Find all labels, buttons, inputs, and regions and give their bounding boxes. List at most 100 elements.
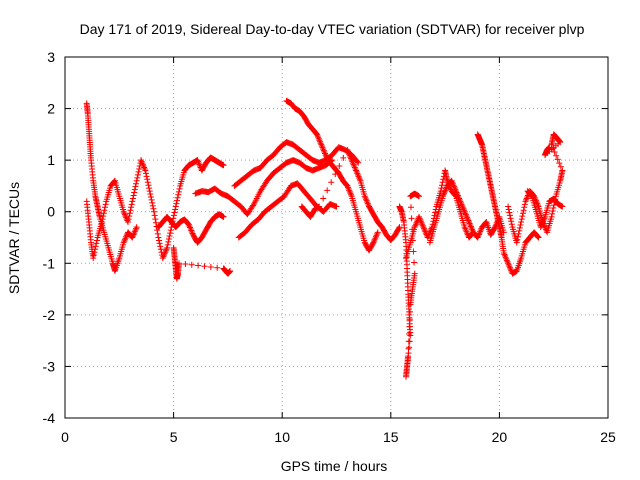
data-point bbox=[317, 138, 324, 145]
data-point bbox=[461, 207, 468, 214]
data-point bbox=[220, 162, 227, 169]
data-point bbox=[443, 185, 450, 192]
data-point bbox=[521, 204, 528, 211]
data-point bbox=[214, 264, 221, 271]
data-point bbox=[125, 216, 132, 223]
data-point bbox=[439, 193, 446, 200]
series-track-c bbox=[155, 211, 227, 246]
data-point bbox=[521, 201, 528, 208]
data-point bbox=[515, 233, 522, 240]
data-point bbox=[503, 255, 510, 262]
x-tick-label: 5 bbox=[170, 429, 178, 445]
data-point bbox=[541, 215, 548, 222]
series-track-d bbox=[170, 244, 234, 282]
data-point bbox=[520, 207, 527, 214]
data-point bbox=[442, 187, 449, 194]
data-point bbox=[129, 198, 136, 205]
data-point bbox=[551, 202, 558, 209]
data-point bbox=[454, 192, 461, 199]
data-point bbox=[528, 192, 535, 199]
data-point bbox=[156, 240, 163, 247]
data-point bbox=[316, 137, 323, 144]
data-point bbox=[134, 171, 141, 178]
data-point bbox=[161, 250, 168, 257]
data-point bbox=[514, 236, 521, 243]
data-point bbox=[139, 161, 146, 168]
data-point bbox=[438, 185, 445, 192]
data-point bbox=[364, 199, 371, 206]
data-point bbox=[136, 165, 143, 172]
data-point bbox=[149, 202, 156, 209]
data-point bbox=[142, 167, 149, 174]
data-point bbox=[133, 224, 140, 231]
data-point bbox=[461, 224, 468, 231]
data-point bbox=[207, 263, 214, 270]
data-point bbox=[508, 218, 515, 225]
data-point bbox=[123, 233, 130, 240]
data-point bbox=[196, 161, 203, 168]
data-point bbox=[173, 200, 180, 207]
data-point bbox=[128, 201, 135, 208]
data-point bbox=[350, 161, 357, 168]
data-point bbox=[176, 260, 183, 267]
data-point bbox=[93, 237, 100, 244]
data-point bbox=[356, 176, 363, 183]
data-point bbox=[111, 178, 118, 185]
data-point bbox=[324, 187, 331, 194]
data-point bbox=[121, 211, 128, 218]
data-point bbox=[524, 193, 531, 200]
data-point bbox=[458, 201, 465, 208]
data-point bbox=[507, 266, 514, 273]
data-point bbox=[333, 203, 340, 210]
data-point bbox=[467, 221, 474, 228]
data-point bbox=[557, 163, 564, 170]
data-point bbox=[91, 249, 98, 256]
data-point bbox=[406, 316, 413, 323]
data-point bbox=[432, 209, 439, 216]
data-point bbox=[537, 224, 544, 231]
data-point bbox=[195, 158, 202, 165]
x-axis-title: GPS time / hours bbox=[281, 458, 388, 474]
data-point bbox=[554, 156, 561, 163]
data-point bbox=[131, 189, 138, 196]
data-point bbox=[154, 227, 161, 234]
data-point bbox=[92, 246, 99, 253]
data-point bbox=[405, 353, 412, 360]
data-point bbox=[474, 234, 481, 241]
data-point bbox=[505, 206, 512, 213]
data-point bbox=[126, 210, 133, 217]
data-point bbox=[406, 323, 413, 330]
data-point bbox=[149, 199, 156, 206]
data-point bbox=[314, 132, 321, 139]
data-point bbox=[167, 230, 174, 237]
data-point bbox=[220, 213, 227, 220]
data-point bbox=[129, 195, 136, 202]
data-point bbox=[99, 216, 106, 223]
data-point bbox=[353, 167, 360, 174]
data-point bbox=[121, 210, 128, 217]
data-point bbox=[122, 235, 129, 242]
data-point bbox=[313, 131, 320, 138]
series-track-h bbox=[283, 97, 381, 254]
data-point bbox=[549, 207, 556, 214]
data-point bbox=[344, 182, 351, 189]
data-point bbox=[491, 225, 498, 232]
data-point bbox=[133, 180, 140, 187]
data-point bbox=[155, 234, 162, 241]
data-point bbox=[185, 221, 192, 228]
data-point bbox=[164, 241, 171, 248]
data-point bbox=[188, 261, 195, 268]
data-point bbox=[133, 177, 140, 184]
data-point bbox=[345, 185, 352, 192]
data-point bbox=[412, 221, 419, 228]
data-point bbox=[164, 244, 171, 251]
x-tick-label: 15 bbox=[383, 429, 399, 445]
data-point bbox=[502, 254, 509, 261]
data-point bbox=[194, 157, 201, 164]
data-point bbox=[346, 152, 353, 159]
data-point bbox=[475, 231, 482, 238]
data-point bbox=[336, 163, 343, 170]
data-point bbox=[416, 193, 423, 200]
data-point bbox=[395, 225, 402, 232]
data-point bbox=[321, 149, 328, 156]
